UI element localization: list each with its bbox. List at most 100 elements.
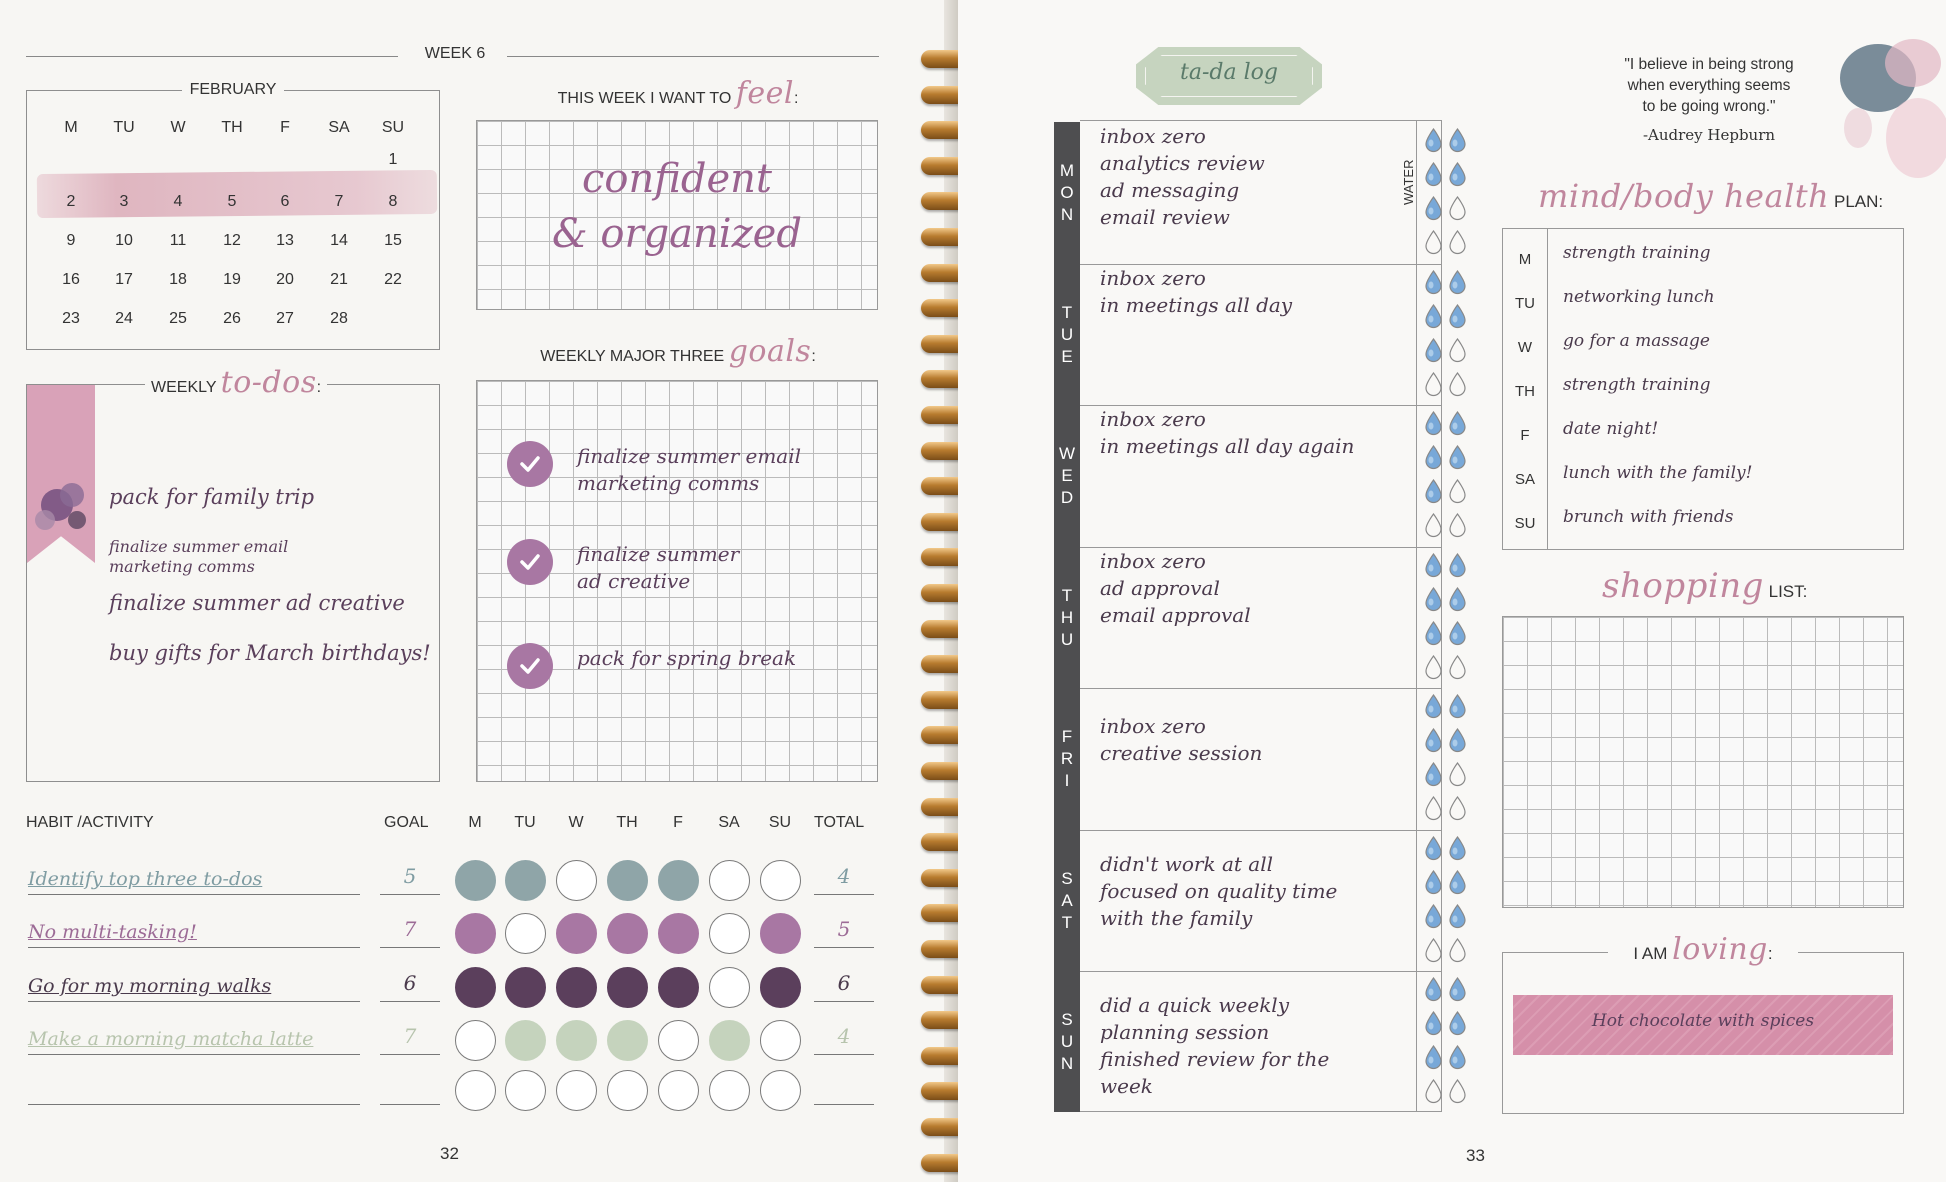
health-plan[interactable]: strength training: [1563, 375, 1711, 395]
calendar-date[interactable]: 16: [62, 271, 80, 288]
water-drop-icon[interactable]: [1424, 161, 1443, 187]
todo-item[interactable]: buy gifts for March birthdays!: [109, 641, 431, 665]
water-drop-icon[interactable]: [1424, 1078, 1443, 1104]
log-entry[interactable]: inbox zero: [1100, 548, 1206, 573]
water-drop-icon[interactable]: [1448, 478, 1467, 504]
calendar-date[interactable]: 17: [115, 271, 133, 288]
check-icon[interactable]: [507, 643, 553, 689]
log-entry[interactable]: inbox zero: [1100, 124, 1206, 148]
log-entry[interactable]: ad messaging: [1100, 178, 1240, 202]
calendar-date[interactable]: 1: [388, 151, 398, 168]
water-drop-icon[interactable]: [1424, 976, 1443, 1002]
habit-check-circle[interactable]: [455, 860, 496, 901]
log-entry[interactable]: inbox zero: [1100, 265, 1206, 290]
calendar-date[interactable]: 26: [223, 310, 241, 327]
log-entry[interactable]: email review: [1100, 205, 1230, 229]
check-icon[interactable]: [507, 539, 553, 585]
habit-total[interactable]: 5: [837, 917, 851, 941]
calendar-date[interactable]: 6: [280, 193, 290, 210]
calendar-date[interactable]: 8: [388, 193, 398, 210]
habit-total[interactable]: 4: [837, 864, 851, 888]
habit-check-circle[interactable]: [455, 967, 496, 1008]
calendar-date[interactable]: 18: [169, 271, 187, 288]
calendar-date[interactable]: 12: [223, 232, 241, 249]
calendar-date[interactable]: 4: [173, 193, 183, 210]
calendar-date[interactable]: 24: [115, 310, 133, 327]
habit-goal[interactable]: 7: [403, 917, 417, 941]
water-drop-icon[interactable]: [1448, 512, 1467, 538]
habit-check-circle[interactable]: [760, 1020, 801, 1061]
habit-check-circle[interactable]: [505, 913, 546, 954]
water-drop-icon[interactable]: [1424, 586, 1443, 612]
habit-check-circle[interactable]: [607, 860, 648, 901]
water-drop-icon[interactable]: [1424, 229, 1443, 255]
habit-check-circle[interactable]: [709, 1070, 750, 1111]
habit-check-circle[interactable]: [556, 1020, 597, 1061]
habit-check-circle[interactable]: [556, 1070, 597, 1111]
water-drop-icon[interactable]: [1448, 1044, 1467, 1070]
health-plan[interactable]: brunch with friends: [1563, 507, 1734, 527]
check-icon[interactable]: [507, 441, 553, 487]
log-entry[interactable]: planning session: [1100, 1020, 1270, 1044]
log-entry[interactable]: week: [1100, 1074, 1153, 1098]
calendar-date[interactable]: 25: [169, 310, 187, 327]
habit-name[interactable]: Identify top three to-dos: [28, 868, 263, 890]
water-drop-icon[interactable]: [1424, 269, 1443, 295]
habit-name[interactable]: Go for my morning walks: [28, 975, 272, 997]
habit-total[interactable]: 4: [837, 1024, 851, 1048]
log-entry[interactable]: email approval: [1100, 602, 1251, 627]
calendar-date[interactable]: 21: [330, 271, 348, 288]
calendar-date[interactable]: 19: [223, 271, 241, 288]
water-drop-icon[interactable]: [1448, 937, 1467, 963]
water-drop-icon[interactable]: [1424, 371, 1443, 397]
calendar-date[interactable]: 10: [115, 232, 133, 249]
water-drop-icon[interactable]: [1424, 1044, 1443, 1070]
log-entry[interactable]: ad approval: [1100, 575, 1220, 600]
habit-name[interactable]: No multi-tasking!: [28, 921, 197, 943]
water-drop-icon[interactable]: [1448, 303, 1467, 329]
habit-check-circle[interactable]: [709, 967, 750, 1008]
water-drop-icon[interactable]: [1424, 127, 1443, 153]
habit-name[interactable]: Make a morning matcha latte: [28, 1028, 314, 1050]
log-entry[interactable]: in meetings all day again: [1100, 434, 1355, 458]
habit-check-circle[interactable]: [709, 860, 750, 901]
habit-check-circle[interactable]: [556, 913, 597, 954]
water-drop-icon[interactable]: [1448, 795, 1467, 821]
habit-check-circle[interactable]: [658, 1070, 699, 1111]
water-drop-icon[interactable]: [1448, 976, 1467, 1002]
calendar-date[interactable]: 3: [119, 193, 129, 210]
water-drop-icon[interactable]: [1448, 410, 1467, 436]
water-drop-icon[interactable]: [1448, 693, 1467, 719]
log-entry[interactable]: creative session: [1100, 741, 1263, 765]
habit-check-circle[interactable]: [607, 967, 648, 1008]
water-drop-icon[interactable]: [1424, 478, 1443, 504]
habit-check-circle[interactable]: [760, 1070, 801, 1111]
health-plan[interactable]: lunch with the family!: [1563, 463, 1753, 483]
water-drop-icon[interactable]: [1448, 229, 1467, 255]
calendar-date[interactable]: 14: [330, 232, 348, 249]
calendar-date[interactable]: 15: [384, 232, 402, 249]
water-drop-icon[interactable]: [1424, 303, 1443, 329]
habit-check-circle[interactable]: [658, 913, 699, 954]
habit-check-circle[interactable]: [760, 860, 801, 901]
habit-check-circle[interactable]: [505, 1070, 546, 1111]
habit-check-circle[interactable]: [455, 1070, 496, 1111]
water-drop-icon[interactable]: [1448, 727, 1467, 753]
health-plan[interactable]: date night!: [1563, 419, 1659, 439]
habit-check-circle[interactable]: [760, 967, 801, 1008]
log-entry[interactable]: inbox zero: [1100, 714, 1206, 738]
todo-item[interactable]: finalize summer ad creative: [109, 591, 405, 615]
water-drop-icon[interactable]: [1448, 371, 1467, 397]
calendar-date[interactable]: 23: [62, 310, 80, 327]
water-drop-icon[interactable]: [1424, 512, 1443, 538]
habit-goal[interactable]: 7: [403, 1024, 417, 1048]
calendar-date[interactable]: 11: [169, 232, 187, 249]
water-drop-icon[interactable]: [1424, 552, 1443, 578]
habit-check-circle[interactable]: [607, 913, 648, 954]
water-drop-icon[interactable]: [1424, 869, 1443, 895]
calendar-date[interactable]: 28: [330, 310, 348, 327]
water-drop-icon[interactable]: [1448, 1078, 1467, 1104]
habit-check-circle[interactable]: [709, 913, 750, 954]
water-drop-icon[interactable]: [1424, 654, 1443, 680]
log-entry[interactable]: in meetings all day: [1100, 292, 1293, 317]
